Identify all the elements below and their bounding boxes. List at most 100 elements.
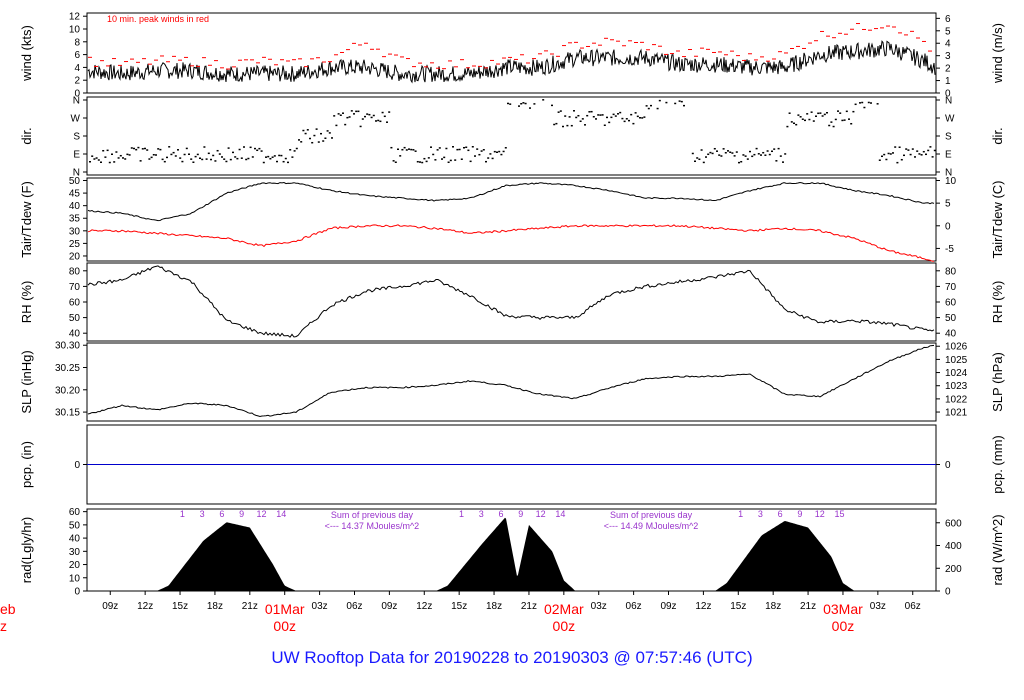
time-tick-label: 12z	[416, 601, 432, 612]
wind-direction-point	[843, 119, 846, 121]
wind-direction-point	[764, 154, 767, 156]
tick-label-left: 0	[74, 460, 80, 471]
panel-frame-temp	[86, 177, 937, 262]
wind-direction-point	[900, 158, 903, 161]
wind-direction-point	[137, 146, 140, 149]
wind-direction-point	[212, 154, 215, 157]
wind-direction-point	[284, 157, 287, 160]
wind-direction-point	[170, 153, 173, 156]
radiation-hour-label: 12	[815, 509, 825, 519]
tick-label-left: 45	[69, 189, 81, 200]
wind-direction-point	[817, 112, 820, 115]
wind-direction-point	[221, 156, 223, 158]
wind-direction-point	[504, 147, 507, 149]
tick-label-right: 1022	[945, 394, 968, 405]
wind-direction-point	[500, 153, 503, 156]
wind-direction-point	[445, 147, 448, 150]
wind-direction-point	[911, 148, 914, 150]
wind-direction-point	[119, 154, 122, 157]
wind-direction-point	[768, 153, 771, 156]
date-label: 03Mar	[823, 601, 863, 617]
radiation-hour-label: 15	[834, 509, 844, 519]
time-tick-label: 06z	[626, 601, 642, 612]
wind-direction-point	[183, 153, 186, 156]
wind-direction-point	[784, 153, 787, 155]
wind-direction-point	[163, 160, 166, 163]
wind-direction-point	[328, 132, 331, 134]
wind-direction-point	[771, 150, 773, 153]
wind-direction-point	[399, 155, 402, 157]
tick-label-right: 3	[945, 51, 951, 62]
wind-direction-point	[933, 149, 936, 152]
tick-label-right: 1025	[945, 355, 968, 366]
wind-direction-point	[320, 132, 322, 135]
tick-label-right: S	[945, 132, 952, 143]
tick-label-left: 6	[74, 50, 80, 61]
wind-direction-point	[430, 146, 432, 148]
wind-direction-point	[751, 155, 754, 158]
wind-direction-point	[425, 160, 428, 163]
radiation-hour-label: 3	[758, 509, 763, 519]
tick-label-left: E	[73, 150, 80, 161]
time-tick-label: 06z	[905, 601, 921, 612]
wind-direction-point	[522, 102, 525, 104]
wind-direction-point	[830, 121, 833, 123]
wind-direction-point	[854, 103, 857, 106]
tick-label-left: 0	[74, 587, 80, 598]
wind-direction-point	[196, 153, 199, 156]
panel-slp: SLP (inHg) SLP (hPa) 30.15 30.20 30.25 30.30 1…	[19, 341, 1005, 422]
wind-direction-point	[573, 110, 575, 112]
wind-direction-point	[124, 158, 127, 160]
wind-direction-point	[427, 157, 430, 159]
wind-direction-point	[614, 115, 617, 117]
wind-direction-point	[205, 158, 208, 160]
date-label-partial: eb	[0, 601, 16, 617]
wind-direction-point	[876, 103, 879, 105]
wind-direction-point	[731, 152, 734, 154]
wind-direction-point	[720, 155, 723, 157]
tick-label-left: S	[73, 132, 80, 143]
wind-direction-point	[665, 101, 668, 104]
wind-direction-point	[905, 148, 908, 150]
ylabel-right-pcp: pcp. (mm)	[990, 435, 1005, 494]
wind-direction-point	[852, 110, 855, 113]
tick-label-right: 70	[945, 282, 957, 293]
wind-direction-point	[106, 149, 109, 152]
wind-direction-point	[832, 125, 835, 128]
wind-direction-point	[742, 154, 745, 156]
wind-direction-point	[436, 149, 439, 151]
wind-direction-point	[883, 153, 886, 156]
wind-direction-point	[441, 158, 443, 160]
wind-direction-point	[108, 161, 111, 164]
wind-direction-point	[887, 152, 890, 155]
wind-direction-point	[372, 114, 375, 117]
wind-direction-point	[276, 160, 278, 163]
wind-direction-point	[916, 150, 919, 152]
wind-direction-point	[801, 118, 804, 120]
wind-direction-point	[595, 118, 597, 120]
wind-direction-point	[810, 111, 813, 113]
wind-direction-point	[922, 150, 925, 153]
wind-direction-point	[346, 116, 349, 119]
wind-direction-point	[133, 147, 135, 150]
wind-direction-point	[152, 153, 155, 156]
wind-direction-point	[467, 149, 470, 152]
tick-label-left: 30.30	[55, 341, 80, 352]
wind-direction-point	[898, 146, 901, 148]
wind-direction-point	[392, 160, 395, 162]
wind-direction-point	[471, 146, 474, 148]
tick-label-left: 30.20	[55, 385, 80, 396]
wind-direction-point	[100, 161, 102, 163]
radiation-hour-label: 14	[555, 509, 565, 519]
wind-direction-point	[326, 130, 329, 132]
ylabel-right-slp: SLP (hPa)	[990, 352, 1005, 412]
wind-direction-point	[469, 160, 472, 163]
wind-direction-point	[848, 118, 850, 120]
wind-direction-point	[403, 146, 406, 149]
tick-label-right: 5	[945, 199, 951, 210]
wind-direction-point	[570, 124, 573, 127]
wind-direction-point	[773, 148, 776, 150]
wind-direction-point	[555, 122, 558, 125]
solar-radiation-area	[87, 517, 936, 591]
time-tick-label: 21z	[800, 601, 816, 612]
